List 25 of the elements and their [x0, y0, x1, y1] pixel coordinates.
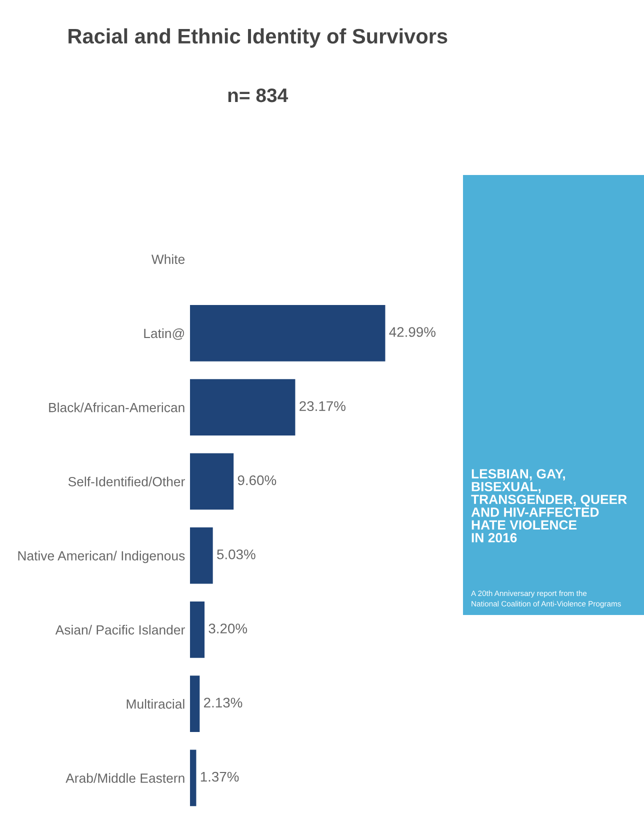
y-tick-label: Native American/ Indigenous [18, 550, 185, 564]
bar [190, 305, 386, 362]
y-tick-label: Arab/Middle Eastern [66, 773, 184, 783]
data-label: 1.37% [200, 772, 239, 782]
bar [190, 676, 200, 732]
bar [190, 379, 296, 436]
data-label: 42.99% [389, 327, 436, 337]
data-label: 2.13% [204, 698, 242, 708]
bar [190, 527, 213, 584]
data-label: 3.20% [208, 624, 248, 634]
data-label: 23.17% [300, 401, 346, 412]
bar [190, 602, 205, 658]
chart-title: Racial and Ethnic Identity of Survivors [68, 28, 448, 48]
bar [190, 453, 234, 510]
y-tick-label: Latin@ [144, 328, 184, 340]
text: LESBIAN, GAY, BISEXUAL, TRANSGENDER, QUEER AND HIV-AFFECTED HATE VIOLENCE IN 2016 [471, 469, 627, 542]
data-label: 5.03% [217, 549, 256, 560]
y-tick-label: Asian/ Pacific Islander [55, 624, 185, 635]
y-tick-label: White [151, 254, 185, 264]
y-tick-label: Black/African-American [49, 402, 184, 412]
y-tick-label: Multiracial [126, 699, 184, 709]
y-tick-label: Self-Identified/Other [68, 476, 185, 486]
bar [190, 750, 196, 806]
data-label: 9.60% [238, 475, 276, 486]
chart-subtitle: n= 834 [228, 88, 288, 102]
